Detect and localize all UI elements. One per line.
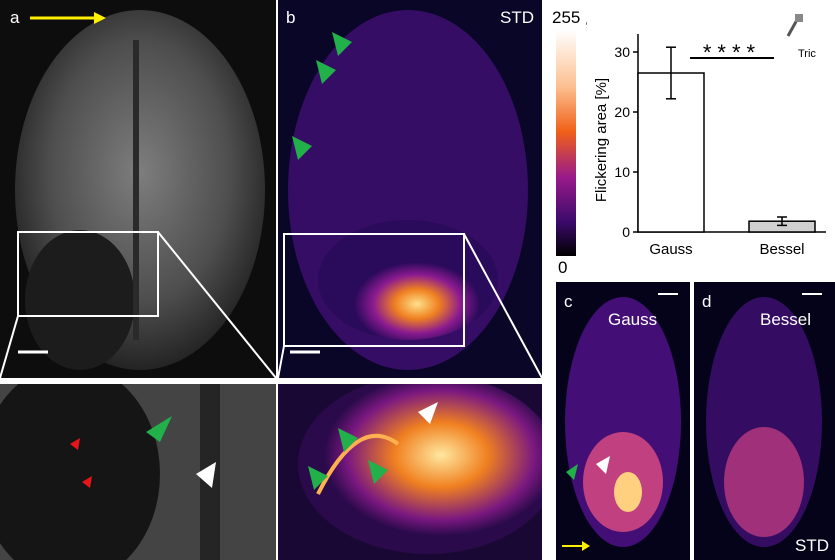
chart-ylabel: Flickering area [%]: [593, 78, 610, 202]
panel-b-svg: [278, 0, 542, 378]
zoom-box-a: [17, 231, 159, 317]
zoom-box-b: [283, 233, 465, 347]
green-arrow-icon: [316, 60, 336, 84]
panel-a-image: a: [0, 0, 276, 378]
y-tick-label: 10: [614, 164, 630, 180]
red-arrow-icon: [70, 438, 80, 450]
y-tick-label: 0: [622, 224, 630, 240]
colorbar-max-label: 255: [552, 8, 581, 27]
colorbar-gradient: [556, 30, 576, 256]
std-label-d: STD: [795, 536, 829, 555]
panel-d-svg: [694, 282, 835, 560]
green-arrow-icon: [308, 466, 328, 490]
white-arrow-icon: [418, 402, 438, 424]
panel-label-c: c: [564, 292, 573, 311]
panel-d-image: d Bessel STD: [694, 282, 835, 560]
yellow-arrow-head-icon: [582, 541, 590, 551]
std-label-b: STD: [500, 8, 534, 27]
green-arrow-icon: [566, 464, 578, 480]
white-arrow-icon: [596, 456, 610, 474]
green-arrow-icon: [146, 416, 172, 442]
tric-label: Tric: [798, 48, 816, 60]
green-arrow-icon: [368, 460, 388, 484]
panel-a-zoom: [0, 384, 276, 560]
significance-label: ****: [703, 40, 761, 65]
x-category-label: Bessel: [759, 241, 804, 258]
panel-b-image: b STD: [278, 0, 542, 378]
white-arrow-icon: [196, 462, 216, 488]
panel-a-zoom-svg: [0, 384, 276, 560]
panel-c-svg: [556, 282, 690, 560]
colorbar-min-label: 0: [558, 258, 568, 277]
panel-title-d: Bessel: [760, 310, 812, 329]
panel-label-a: a: [10, 8, 20, 27]
x-category-label: Gauss: [649, 241, 692, 258]
panel-b-zoom: [278, 384, 542, 560]
colorbar-svg: [556, 30, 576, 256]
green-arrow-icon: [338, 428, 358, 452]
yellow-arrow-head-icon: [94, 12, 106, 24]
panel-label-b: b: [286, 8, 296, 27]
green-arrow-icon: [292, 136, 312, 160]
panel-label-e: e: [586, 14, 587, 34]
y-tick-label: 30: [614, 44, 630, 60]
green-arrow-icon: [332, 32, 352, 56]
panel-title-c: Gauss: [608, 310, 658, 329]
red-arrow-icon: [82, 476, 92, 488]
panel-e-chart: Flickering area [%] 0 10 20 30 Gauss Bessel …: [586, 0, 835, 280]
colorbar: 255 0: [546, 0, 586, 280]
panel-label-d: d: [702, 292, 712, 311]
panel-c-image: c Gauss: [556, 282, 690, 560]
panel-a-svg: [0, 0, 276, 378]
y-tick-label: 20: [614, 104, 630, 120]
panel-b-zoom-svg: [278, 384, 542, 560]
pipette-icon: [786, 14, 803, 37]
